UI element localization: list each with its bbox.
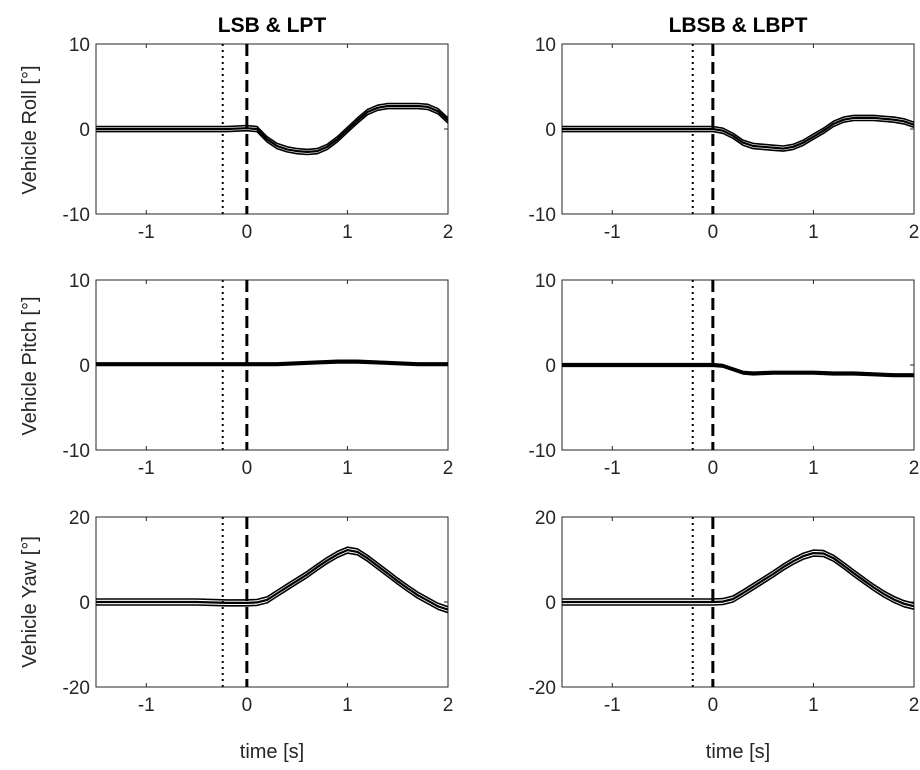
series: [562, 549, 914, 610]
x-tick-label: 2: [443, 458, 454, 479]
panel-yaw-left: -1 0 1 2 -20 0 20: [63, 508, 454, 716]
y-tick-label: 10: [69, 35, 90, 56]
y-tick-label: 10: [69, 271, 90, 292]
y-tick-label: 0: [545, 120, 556, 141]
y-tick-label: 0: [79, 356, 90, 377]
y-tick-label: -10: [63, 441, 90, 462]
series-upper-band: [562, 114, 914, 147]
x-tick-label: 0: [708, 695, 719, 716]
series: [562, 362, 914, 378]
y-tick-label: -20: [529, 678, 556, 699]
x-tick-label: 1: [808, 695, 819, 716]
x-tick-label: 1: [342, 695, 353, 716]
y-tick-label: 20: [69, 508, 90, 529]
x-tick-label: 2: [443, 222, 454, 243]
x-tick-label: -1: [138, 458, 155, 479]
series-mean-line: [96, 360, 448, 366]
y-tick-label: -20: [63, 678, 90, 699]
column-title-right: LBSB & LBPT: [669, 14, 808, 37]
series-lower-band: [562, 119, 914, 152]
series-upper-band: [96, 546, 448, 608]
series-lower-band: [96, 552, 448, 614]
series-mean-line: [562, 116, 914, 150]
x-tick-label: -1: [604, 695, 621, 716]
ylabel-pitch: Vehicle Pitch [°]: [19, 296, 41, 435]
series-upper-band: [96, 102, 448, 151]
y-tick-label: -10: [529, 205, 556, 226]
y-tick-label: 10: [535, 35, 556, 56]
y-tick-label: 0: [545, 593, 556, 614]
x-tick-label: 2: [909, 695, 920, 716]
series: [96, 546, 448, 614]
x-tick-label: 0: [242, 458, 253, 479]
series-mean-line: [96, 104, 448, 153]
y-tick-label: 20: [535, 508, 556, 529]
ylabel-yaw: Vehicle Yaw [°]: [19, 536, 41, 668]
x-tick-label: 0: [242, 222, 253, 243]
ylabel-roll: Vehicle Roll [°]: [19, 65, 41, 194]
y-tick-label: 0: [79, 593, 90, 614]
x-tick-label: 2: [443, 695, 454, 716]
y-tick-label: 0: [79, 120, 90, 141]
series-upper-band: [562, 549, 914, 605]
panel-yaw-right: -1 0 1 2 -20 0 20: [529, 508, 920, 716]
x-tick-label: -1: [138, 222, 155, 243]
series-mean-line: [562, 363, 914, 377]
series-lower-band: [96, 362, 448, 367]
x-tick-label: 0: [708, 222, 719, 243]
x-tick-label: 2: [909, 222, 920, 243]
series: [96, 359, 448, 367]
series-lower-band: [562, 365, 914, 378]
series-mean-line: [96, 548, 448, 611]
y-tick-label: 0: [545, 356, 556, 377]
series-lower-band: [562, 555, 914, 610]
xlabel-right: time [s]: [706, 741, 770, 763]
x-tick-label: 0: [708, 458, 719, 479]
y-tick-label: -10: [63, 205, 90, 226]
series-mean-line: [562, 551, 914, 608]
y-tick-label: 10: [535, 271, 556, 292]
xlabel-left: time [s]: [240, 741, 304, 763]
y-tick-label: -10: [529, 441, 556, 462]
column-title-left: LSB & LPT: [218, 14, 327, 37]
x-tick-label: 1: [342, 458, 353, 479]
x-tick-label: 2: [909, 458, 920, 479]
x-tick-label: -1: [604, 458, 621, 479]
x-tick-label: 0: [242, 695, 253, 716]
series-lower-band: [96, 107, 448, 156]
series-upper-band: [96, 359, 448, 364]
series-upper-band: [562, 362, 914, 375]
x-tick-label: 1: [342, 222, 353, 243]
series: [562, 114, 914, 152]
x-tick-label: -1: [138, 695, 155, 716]
x-tick-label: 1: [808, 458, 819, 479]
series: [96, 102, 448, 156]
x-tick-label: 1: [808, 222, 819, 243]
x-tick-label: -1: [604, 222, 621, 243]
